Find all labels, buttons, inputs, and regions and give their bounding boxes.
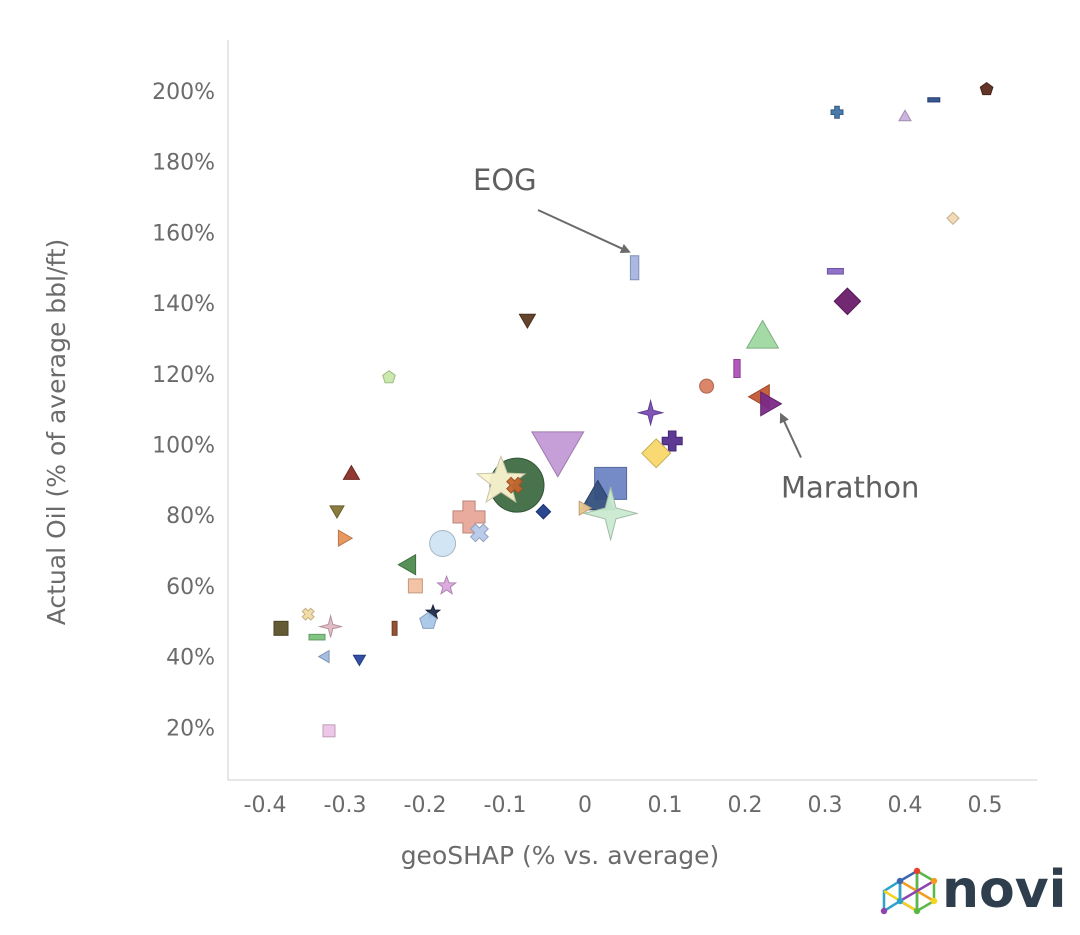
data-point-square: [322, 724, 336, 738]
x-tick-label: 0.2: [728, 793, 763, 818]
data-point-bar-v: [629, 255, 640, 281]
y-tick-label: 60%: [166, 575, 215, 600]
data-point-triangle-up: [745, 319, 780, 349]
annotation-arrow: [537, 209, 631, 254]
annotation-label: EOG: [473, 163, 537, 197]
data-point-triangle-down: [352, 654, 367, 667]
x-tick-label: 0: [578, 793, 592, 818]
novi-logo-mark-icon: [880, 867, 938, 915]
x-tick-label: 0.5: [968, 793, 1003, 818]
data-point-star4: [636, 398, 665, 427]
y-tick-label: 20%: [166, 716, 215, 741]
data-point-star5: [436, 574, 458, 595]
data-point-square: [407, 578, 423, 594]
x-tick-label: 0.3: [808, 793, 843, 818]
data-point-dash: [826, 267, 844, 275]
data-point-triangle-down: [531, 431, 585, 478]
y-tick-label: 40%: [166, 646, 215, 671]
data-point-triangle-up: [342, 464, 361, 480]
y-tick-label: 180%: [152, 151, 215, 176]
data-point-triangle-left: [397, 553, 417, 576]
y-tick-label: 100%: [152, 434, 215, 459]
data-point-diamond: [535, 503, 552, 520]
data-point-diamond: [946, 211, 960, 226]
data-points: [273, 81, 994, 738]
x-tick-label: -0.3: [324, 793, 367, 818]
data-point-triangle-left: [317, 649, 330, 664]
annotation-label: Marathon: [781, 471, 919, 505]
annotation-arrow: [779, 412, 802, 458]
data-point-circle: [699, 378, 715, 394]
y-tick-label: 80%: [166, 504, 215, 529]
data-point-bar-v: [733, 358, 741, 378]
data-point-circle: [429, 529, 457, 557]
data-point-diamond: [833, 287, 862, 316]
data-point-triangle-right: [578, 500, 593, 516]
data-point-dash: [308, 633, 326, 641]
novi-logo-text: novi: [942, 860, 1066, 920]
data-point-dash: [927, 97, 941, 103]
data-point-cross: [301, 607, 315, 621]
data-point-pentagon: [419, 611, 438, 629]
data-point-triangle-right: [337, 529, 354, 547]
data-point-plus: [830, 105, 844, 119]
data-point-cross: [506, 476, 524, 494]
annotations: EOG Marathon: [473, 163, 919, 505]
data-point-star4: [582, 486, 639, 542]
data-point-triangle-down: [329, 505, 345, 519]
y-tick-label: 200%: [152, 80, 215, 105]
data-point-triangle-right: [760, 391, 783, 417]
data-point-star4: [317, 613, 344, 638]
y-tick-label: 160%: [152, 221, 215, 246]
data-point-diamond: [641, 438, 672, 469]
data-point-pentagon: [382, 370, 396, 384]
y-tick-labels: 20% 40% 60% 80% 100% 120% 140% 160% 180% 200%: [152, 80, 215, 741]
data-point-cross: [469, 523, 489, 543]
y-axis-title: Actual Oil (% of average bbl/ft): [42, 239, 71, 626]
x-axis-title: geoSHAP (% vs. average): [401, 841, 720, 870]
data-point-triangle-up: [898, 109, 912, 122]
y-tick-label: 140%: [152, 292, 215, 317]
x-tick-label: 0.1: [648, 793, 683, 818]
x-tick-label: -0.2: [404, 793, 447, 818]
data-point-pentagon: [979, 81, 994, 96]
data-point-triangle-down: [518, 313, 537, 329]
data-point-star5: [475, 454, 527, 504]
data-point-square: [273, 620, 289, 636]
x-tick-label: 0.4: [888, 793, 923, 818]
data-point-bar-v: [391, 620, 398, 636]
y-tick-label: 120%: [152, 363, 215, 388]
x-tick-label: -0.4: [244, 793, 287, 818]
data-point-plus: [661, 430, 683, 452]
x-tick-labels: -0.4 -0.3 -0.2 -0.1 0 0.1 0.2 0.3 0.4 0.5: [244, 793, 1003, 818]
novi-logo: novi: [880, 860, 1066, 920]
x-tick-label: -0.1: [484, 793, 527, 818]
chart-axes: [227, 40, 1037, 781]
